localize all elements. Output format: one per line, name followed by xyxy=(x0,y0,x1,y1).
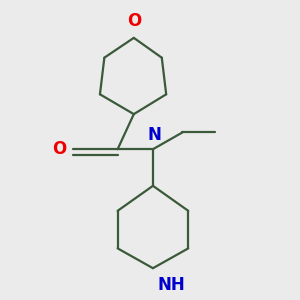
Text: NH: NH xyxy=(158,276,185,294)
Text: O: O xyxy=(52,140,66,158)
Text: N: N xyxy=(148,126,161,144)
Text: O: O xyxy=(127,12,141,30)
